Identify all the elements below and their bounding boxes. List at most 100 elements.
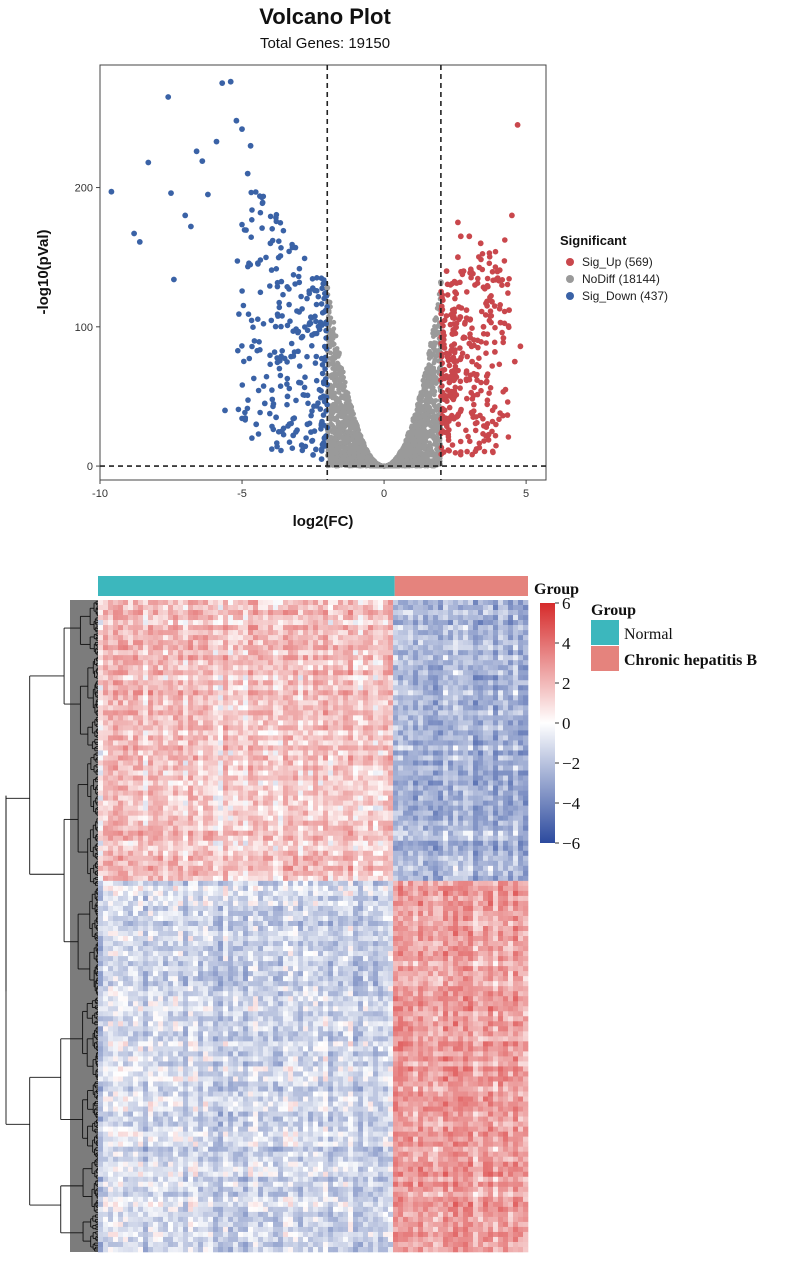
- sig-up-point: [474, 419, 480, 426]
- heatmap-cell: [413, 665, 419, 671]
- sig-up-point: [478, 308, 485, 315]
- sig-down-point: [317, 406, 324, 412]
- heatmap-cell: [353, 685, 359, 691]
- heatmap-cell: [178, 645, 184, 651]
- heatmap-cell: [268, 650, 274, 656]
- heatmap-cell: [258, 680, 264, 686]
- sig-up-point: [472, 448, 479, 455]
- sig-down-point: [313, 353, 320, 360]
- heatmap-cell: [393, 610, 399, 616]
- heatmap-cell: [163, 665, 169, 671]
- nodiff-point: [421, 451, 426, 457]
- heatmap-cell: [403, 695, 409, 701]
- sig-down-point: [257, 209, 264, 216]
- heatmap-cell: [483, 605, 489, 611]
- heatmap-cell: [418, 675, 424, 681]
- heatmap-cell: [483, 660, 489, 666]
- heatmap-cell: [313, 680, 319, 686]
- sig-up-point: [473, 414, 479, 420]
- nodiff-point: [431, 398, 437, 404]
- sig-down-point: [322, 366, 328, 372]
- heatmap-cell: [353, 660, 359, 666]
- heatmap-cell: [278, 680, 284, 686]
- heatmap-cell: [213, 615, 219, 621]
- heatmap-cell: [113, 600, 119, 606]
- heatmap-cell: [443, 630, 449, 636]
- heatmap-cell: [238, 635, 244, 641]
- sig-down-point: [286, 301, 292, 308]
- heatmap-cell: [173, 605, 179, 611]
- heatmap-cell: [138, 630, 144, 636]
- heatmap-cell: [418, 690, 424, 696]
- heatmap-cell: [493, 640, 499, 646]
- heatmap-cell: [98, 645, 104, 651]
- sig-up-point: [491, 339, 498, 346]
- heatmap-cell: [188, 650, 194, 656]
- sig-down-point: [303, 435, 309, 441]
- heatmap-cell: [123, 600, 129, 606]
- heatmap-cell: [158, 695, 164, 701]
- heatmap-cell: [313, 675, 319, 681]
- nodiff-point: [421, 424, 427, 430]
- heatmap-cell: [428, 645, 434, 651]
- sig-down-point: [269, 387, 275, 393]
- heatmap-cell: [293, 685, 299, 691]
- heatmap-cell: [358, 635, 364, 641]
- heatmap-cell: [133, 605, 139, 611]
- heatmap-cell: [128, 695, 134, 701]
- sig-down-point: [301, 384, 308, 391]
- sig-down-point: [318, 388, 324, 394]
- heatmap-cell: [153, 650, 159, 656]
- heatmap-cell: [323, 665, 329, 671]
- heatmap-cell: [168, 690, 174, 696]
- heatmap-cell: [143, 645, 149, 651]
- heatmap-cell: [478, 605, 484, 611]
- heatmap-cell: [278, 655, 284, 661]
- heatmap-cell: [513, 645, 519, 651]
- sig-up-point: [463, 368, 470, 374]
- heatmap-cell: [168, 610, 174, 616]
- heatmap-cell: [498, 640, 504, 646]
- heatmap-cell: [313, 600, 319, 606]
- heatmap-cell: [518, 680, 524, 686]
- heatmap-cell: [288, 675, 294, 681]
- sig-down-point: [239, 288, 245, 294]
- heatmap-cell: [388, 690, 394, 696]
- heatmap-cell: [408, 630, 414, 636]
- heatmap-cell: [213, 605, 219, 611]
- nodiff-point: [334, 406, 340, 412]
- sig-up-point: [455, 219, 461, 226]
- heatmap-cell: [103, 645, 109, 651]
- sig-down-point: [314, 288, 320, 294]
- heatmap-cell: [113, 640, 119, 646]
- heatmap-cell: [358, 675, 364, 681]
- heatmap-cell: [383, 670, 389, 676]
- heatmap-cell: [293, 655, 299, 661]
- sig-up-point: [453, 280, 460, 286]
- sig-up-point: [490, 277, 496, 284]
- heatmap-cell: [443, 620, 449, 626]
- nodiff-point: [421, 438, 427, 444]
- heatmap-cell: [328, 650, 334, 656]
- heatmap-cell: [513, 630, 519, 636]
- heatmap-cell: [398, 690, 404, 696]
- heatmap-cell: [283, 600, 289, 606]
- heatmap-cell: [468, 615, 474, 621]
- heatmap-cell: [373, 640, 379, 646]
- sig-up-point: [449, 356, 456, 363]
- heatmap-cell: [123, 615, 129, 621]
- heatmap-cell: [318, 695, 324, 701]
- heatmap-cell: [448, 615, 454, 621]
- heatmap-cell: [228, 655, 234, 661]
- heatmap-cell: [518, 630, 524, 636]
- nodiff-point: [324, 284, 331, 291]
- heatmap-cell: [163, 675, 169, 681]
- nodiff-point: [419, 394, 425, 399]
- heatmap-cell: [318, 625, 324, 631]
- heatmap-cell: [158, 630, 164, 636]
- heatmap-cell: [383, 650, 389, 656]
- heatmap-cell: [158, 645, 164, 651]
- heatmap-cell: [238, 650, 244, 656]
- nodiff-point: [346, 398, 352, 404]
